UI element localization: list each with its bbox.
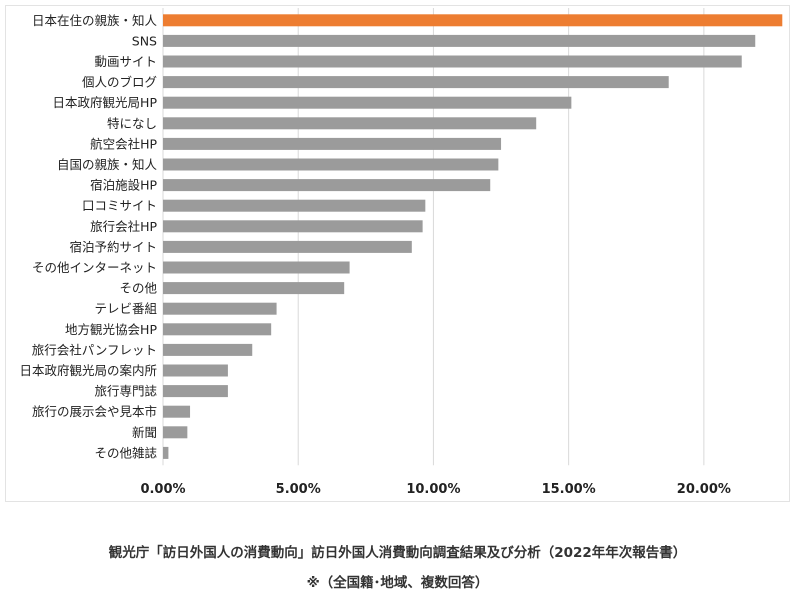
category-label-10: 旅行会社HP [90, 219, 157, 234]
category-label-9: 口コミサイト [82, 198, 157, 213]
category-label-4: 日本政府観光局HP [53, 95, 158, 110]
x-tick-label-3: 15.00% [542, 482, 596, 497]
category-label-20: 新聞 [132, 425, 157, 440]
source-caption: 観光庁「訪日外国人の消費動向」訪日外国人消費動向調査結果及び分析（2022年年次… [108, 545, 687, 561]
bar-9 [163, 199, 426, 212]
category-label-21: その他雑誌 [94, 445, 157, 460]
category-label-8: 宿泊施設HP [90, 178, 157, 193]
x-tick-label-1: 5.00% [276, 482, 321, 497]
category-label-11: 宿泊予約サイト [69, 239, 157, 254]
category-label-3: 個人のブログ [82, 75, 157, 90]
note-caption: ※（全国籍･地域、複数回答） [306, 575, 489, 591]
bar-6 [163, 137, 502, 150]
category-label-18: 旅行専門誌 [94, 384, 157, 399]
bar-0 [163, 14, 783, 27]
bar-17 [163, 364, 228, 377]
bar-18 [163, 385, 228, 398]
bar-2 [163, 55, 742, 68]
bar-14 [163, 302, 277, 315]
category-label-6: 航空会社HP [90, 136, 157, 151]
x-tick-label-0: 0.00% [140, 482, 185, 497]
bar-21 [163, 446, 169, 459]
bar-13 [163, 282, 345, 295]
bar-16 [163, 343, 253, 356]
bar-19 [163, 405, 191, 418]
x-tick-label-4: 20.00% [677, 482, 731, 497]
bar-4 [163, 96, 572, 109]
bar-10 [163, 220, 423, 233]
bar-3 [163, 76, 669, 89]
category-label-13: その他 [119, 281, 157, 296]
category-label-12: その他インターネット [32, 260, 157, 275]
category-label-19: 旅行の展示会や見本市 [32, 404, 157, 419]
category-label-16: 旅行会社パンフレット [32, 342, 157, 357]
category-label-14: テレビ番組 [94, 301, 157, 316]
category-label-17: 日本政府観光局の案内所 [19, 363, 157, 378]
category-label-1: SNS [132, 33, 157, 48]
bar-5 [163, 117, 537, 130]
bar-20 [163, 426, 188, 439]
category-label-0: 日本在住の親族・知人 [32, 13, 158, 28]
category-label-5: 特になし [107, 116, 157, 131]
bar-12 [163, 261, 350, 274]
category-label-7: 自国の親族・知人 [57, 157, 158, 172]
bar-11 [163, 240, 412, 253]
bar-15 [163, 323, 272, 336]
bar-8 [163, 179, 491, 192]
bar-1 [163, 34, 756, 47]
category-label-2: 動画サイト [94, 54, 157, 69]
category-label-15: 地方観光協会HP [65, 322, 157, 337]
x-tick-label-2: 10.00% [406, 482, 460, 497]
bar-7 [163, 158, 499, 171]
